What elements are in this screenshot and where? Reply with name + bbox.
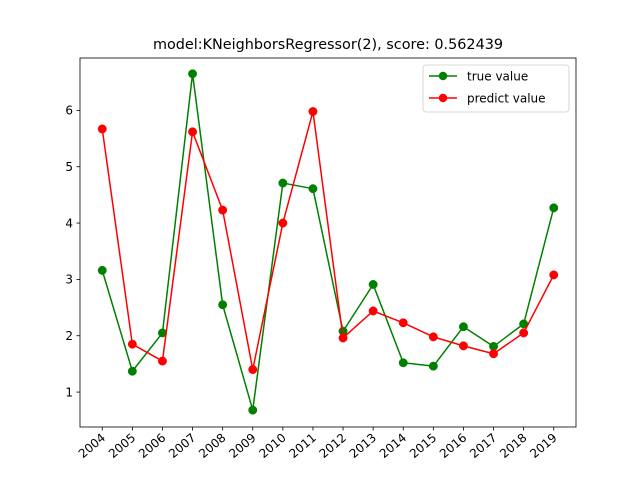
point-true-value-2011 xyxy=(308,184,318,194)
point-predict-value-2008 xyxy=(218,205,228,215)
point-predict-value-2009 xyxy=(248,365,258,374)
point-true-value-2008 xyxy=(218,300,228,310)
point-predict-value-2011 xyxy=(308,107,318,116)
point-predict-value-2019 xyxy=(549,270,559,280)
point-true-value-2010 xyxy=(278,178,288,188)
point-true-value-2005 xyxy=(127,366,137,376)
series-line-true-value xyxy=(101,73,555,411)
y-tick-label-4: 4 xyxy=(65,216,73,230)
y-tick-label-3: 3 xyxy=(65,273,73,287)
chart-title: model:KNeighborsRegressor(2), score: 0.5… xyxy=(153,37,503,53)
legend-marker-predict-value xyxy=(438,93,448,103)
y-tick-label-5: 5 xyxy=(65,160,73,174)
point-predict-value-2015 xyxy=(428,332,438,342)
y-tick-label-1: 1 xyxy=(65,385,73,399)
legend-marker-true-value xyxy=(438,71,448,81)
point-predict-value-2016 xyxy=(459,341,468,351)
point-true-value-2004 xyxy=(97,265,107,275)
point-true-value-2015 xyxy=(428,361,438,371)
point-true-value-2007 xyxy=(188,69,198,79)
point-predict-value-2013 xyxy=(368,306,378,316)
series-line-predict-value xyxy=(101,110,555,371)
legend-label-true-value: true value xyxy=(467,69,528,83)
point-predict-value-2012 xyxy=(338,333,348,343)
point-predict-value-2018 xyxy=(519,328,529,338)
point-predict-value-2004 xyxy=(97,124,107,134)
point-true-value-2019 xyxy=(549,203,559,213)
point-true-value-2009 xyxy=(248,405,258,415)
y-tick-label-6: 6 xyxy=(65,104,73,118)
legend-box xyxy=(422,64,570,113)
point-true-value-2016 xyxy=(459,322,468,332)
point-predict-value-2014 xyxy=(398,318,408,328)
plot-frame xyxy=(79,57,577,428)
y-tick-label-2: 2 xyxy=(65,329,73,343)
point-predict-value-2010 xyxy=(278,218,288,228)
point-predict-value-2006 xyxy=(158,356,167,366)
point-true-value-2013 xyxy=(368,280,378,289)
legend-label-predict-value: predict value xyxy=(467,91,546,105)
point-predict-value-2007 xyxy=(188,127,198,137)
point-predict-value-2017 xyxy=(489,349,498,359)
point-true-value-2014 xyxy=(398,358,408,368)
point-predict-value-2005 xyxy=(127,339,137,349)
